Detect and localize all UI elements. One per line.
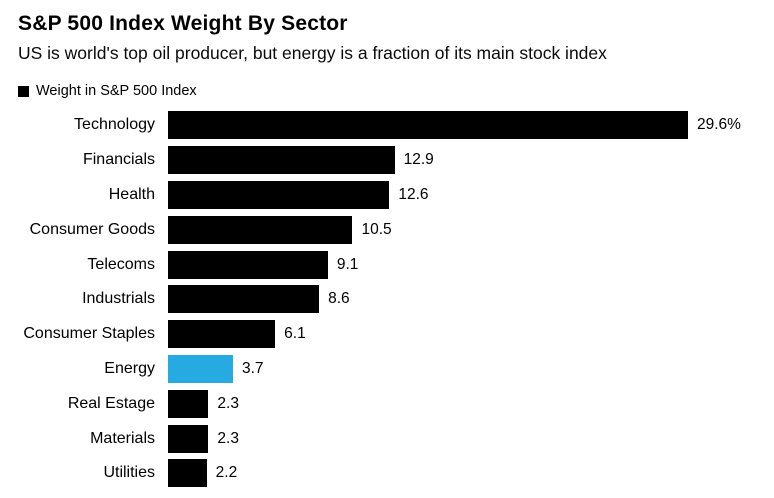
bar-row: Financials 12.9: [18, 143, 756, 178]
bar-row: Materials 2.3: [18, 421, 756, 456]
category-label: Consumer Staples: [23, 325, 155, 343]
category-label: Consumer Goods: [29, 220, 155, 238]
value-label: 6.1: [284, 325, 306, 343]
bar-row: Technology 29.6%: [18, 108, 756, 143]
category-label: Technology: [74, 116, 155, 134]
bar: [168, 180, 390, 209]
bar-area: 2.3: [168, 386, 756, 421]
category-label: Industrials: [82, 290, 155, 308]
value-label: 3.7: [242, 359, 264, 377]
bar: [168, 215, 353, 244]
legend-swatch-icon: [18, 85, 29, 97]
bar-area: 3.7: [168, 352, 756, 387]
category-label: Real Estage: [67, 394, 155, 412]
bar: [168, 424, 209, 453]
legend: Weight in S&P 500 Index: [18, 83, 756, 99]
category-label: Telecoms: [87, 255, 155, 273]
value-label: 2.2: [215, 464, 238, 482]
category-label: Energy: [104, 359, 155, 377]
bar: [168, 459, 207, 488]
legend-label: Weight in S&P 500 Index: [36, 83, 197, 99]
category-label: Financials: [82, 151, 155, 169]
bar-area: 2.3: [168, 421, 756, 456]
bar: [168, 320, 276, 349]
value-label: 2.3: [217, 429, 239, 447]
value-label: 12.9: [403, 151, 434, 169]
bar-highlighted: [168, 354, 233, 383]
bar-row: Health 12.6: [18, 178, 756, 213]
value-label: 12.6: [398, 185, 429, 203]
chart-title: S&P 500 Index Weight By Sector: [18, 12, 348, 35]
bar: [168, 389, 209, 418]
bar-row: Industrials 8.6: [18, 282, 756, 317]
value-label: 2.3: [217, 394, 239, 412]
bar-row: Telecoms 9.1: [18, 247, 756, 282]
chart-subtitle: US is world's top oil producer, but ener…: [18, 43, 607, 63]
bar-area: 2.2: [168, 456, 756, 491]
bar: [168, 285, 320, 314]
bar-row: Energy 3.7: [18, 352, 756, 387]
bar-row: Consumer Staples 6.1: [18, 317, 756, 352]
bar-area: 8.6: [168, 282, 756, 317]
value-label: 29.6%: [697, 116, 741, 134]
bar-area: 6.1: [168, 317, 756, 352]
bar-row: Real Estage 2.3: [18, 386, 756, 421]
value-label: 8.6: [328, 290, 350, 308]
bar: [168, 111, 688, 140]
bar-row: Consumer Goods 10.5: [18, 212, 756, 247]
bar-area: 10.5: [168, 212, 756, 247]
bar-area: 12.9: [168, 143, 756, 178]
value-label: 9.1: [336, 255, 359, 273]
category-label: Health: [108, 185, 155, 203]
bar-chart: Technology 29.6% Financials 12.9 Health 12.6 C…: [18, 108, 756, 491]
bar-area: 29.6%: [168, 108, 756, 143]
bar: [168, 146, 395, 175]
bar-row: Utilities 2.2: [18, 456, 756, 491]
bar-area: 9.1: [168, 247, 756, 282]
bar: [168, 250, 328, 279]
value-label: 10.5: [361, 220, 392, 238]
category-label: Utilities: [103, 464, 155, 482]
category-label: Materials: [90, 429, 155, 447]
bar-area: 12.6: [168, 178, 756, 213]
